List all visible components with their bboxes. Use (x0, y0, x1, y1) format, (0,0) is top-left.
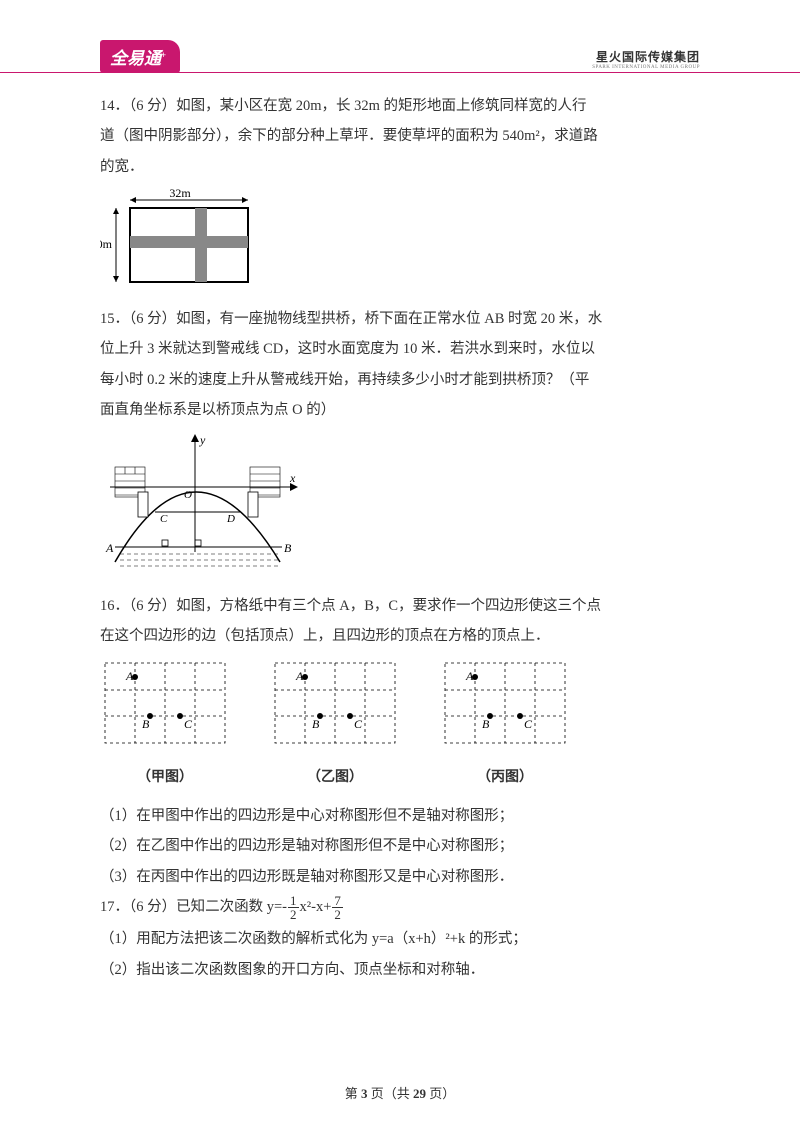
brand-block: 星火国际传媒集团 SPARK INTERNATIONAL MEDIA GROUP (592, 48, 700, 70)
grid-yi: A B C （乙图） (270, 658, 400, 793)
svg-text:A: A (295, 669, 304, 683)
p15-line3: 每小时 0.2 米的速度上升从警戒线开始，再持续多少小时才能到拱桥顶？（平 (100, 365, 700, 395)
fig14-top-label: 32m (169, 188, 191, 200)
footer-suffix: 页） (426, 1086, 455, 1101)
brand-subtitle: SPARK INTERNATIONAL MEDIA GROUP (592, 65, 700, 70)
p16-line2: 在这个四边形的边（包括顶点）上，且四边形的顶点在方格的顶点上． (100, 621, 700, 651)
p15-line2: 位上升 3 米就达到警戒线 CD，这时水面宽度为 10 米．若洪水到来时，水位以 (100, 334, 700, 364)
p16-sub3: （3）在丙图中作出的四边形既是轴对称图形又是中心对称图形． (100, 862, 700, 892)
caption-yi: （乙图） (270, 763, 400, 792)
problem-14: 14．（6 分）如图，某小区在宽 20m，长 32m 的矩形地面上修筑同样宽的人… (100, 91, 700, 182)
figure-16: A B C （甲图） A B C （乙图） (100, 658, 700, 793)
fig15-B: B (284, 541, 292, 555)
p16-line1: 16．（6 分）如图，方格纸中有三个点 A，B，C，要求作一个四边形使这三个点 (100, 591, 700, 621)
p15-line1: 15．（6 分）如图，有一座抛物线型拱桥，桥下面在正常水位 AB 时宽 20 米… (100, 304, 700, 334)
p17-mid: x²-x+ (300, 899, 332, 915)
footer-total: 29 (413, 1086, 426, 1101)
footer-prefix: 第 (345, 1086, 361, 1101)
caption-jia: （甲图） (100, 763, 230, 792)
logo-text: 全易通 (110, 49, 161, 68)
p14-line3: 的宽． (100, 152, 700, 182)
caption-bing: （丙图） (440, 763, 570, 792)
p17-prefix: 17．（6 分）已知二次函数 y=- (100, 899, 287, 915)
fig15-y: y (199, 433, 206, 447)
fig15-C: C (160, 513, 168, 525)
logo-badge: 全易通 (100, 40, 180, 73)
fig15-A: A (105, 541, 114, 555)
p14-line1: 14．（6 分）如图，某小区在宽 20m，长 32m 的矩形地面上修筑同样宽的人… (100, 91, 700, 121)
fig14-left-label: 20m (100, 237, 113, 251)
svg-text:B: B (312, 717, 320, 731)
svg-text:C: C (184, 717, 193, 731)
svg-text:C: C (354, 717, 363, 731)
svg-text:B: B (482, 717, 490, 731)
page-header: 全易通 星火国际传媒集团 SPARK INTERNATIONAL MEDIA G… (0, 0, 800, 73)
p17-sub1: （1）用配方法把该二次函数的解析式化为 y=a（x+h）²+k 的形式； (100, 924, 700, 954)
p15-line4: 面直角坐标系是以桥顶点为点 O 的） (100, 395, 700, 425)
brand-title: 星火国际传媒集团 (592, 48, 700, 65)
problem-15: 15．（6 分）如图，有一座抛物线型拱桥，桥下面在正常水位 AB 时宽 20 米… (100, 304, 700, 426)
frac-2: 72 (332, 894, 343, 921)
frac-1: 12 (288, 894, 299, 921)
figure-14: 32m 20m (100, 188, 700, 295)
fig15-x: x (289, 471, 296, 485)
page-footer: 第 3 页（共 29 页） (0, 1083, 800, 1102)
footer-mid: 页（共 (367, 1086, 413, 1101)
fig15-O: O (184, 489, 192, 501)
figure-15: y x C D A (100, 432, 700, 583)
problem-17: 17．（6 分）已知二次函数 y=-12x²-x+72 (100, 892, 700, 922)
p16-sub2: （2）在乙图中作出的四边形是轴对称图形但不是中心对称图形； (100, 831, 700, 861)
svg-text:C: C (524, 717, 533, 731)
svg-text:B: B (142, 717, 150, 731)
fig15-D: D (226, 513, 235, 525)
grid-jia: A B C （甲图） (100, 658, 230, 793)
problem-16: 16．（6 分）如图，方格纸中有三个点 A，B，C，要求作一个四边形使这三个点 … (100, 591, 700, 652)
p14-line2: 道（图中阴影部分），余下的部分种上草坪．要使草坪的面积为 540m²，求道路 (100, 121, 700, 151)
grid-bing: A B C （丙图） (440, 658, 570, 793)
svg-text:A: A (465, 669, 474, 683)
p16-sub1: （1）在甲图中作出的四边形是中心对称图形但不是轴对称图形； (100, 801, 700, 831)
p17-sub2: （2）指出该二次函数图象的开口方向、顶点坐标和对称轴． (100, 955, 700, 985)
svg-text:A: A (125, 669, 134, 683)
content-area: 14．（6 分）如图，某小区在宽 20m，长 32m 的矩形地面上修筑同样宽的人… (0, 91, 800, 985)
